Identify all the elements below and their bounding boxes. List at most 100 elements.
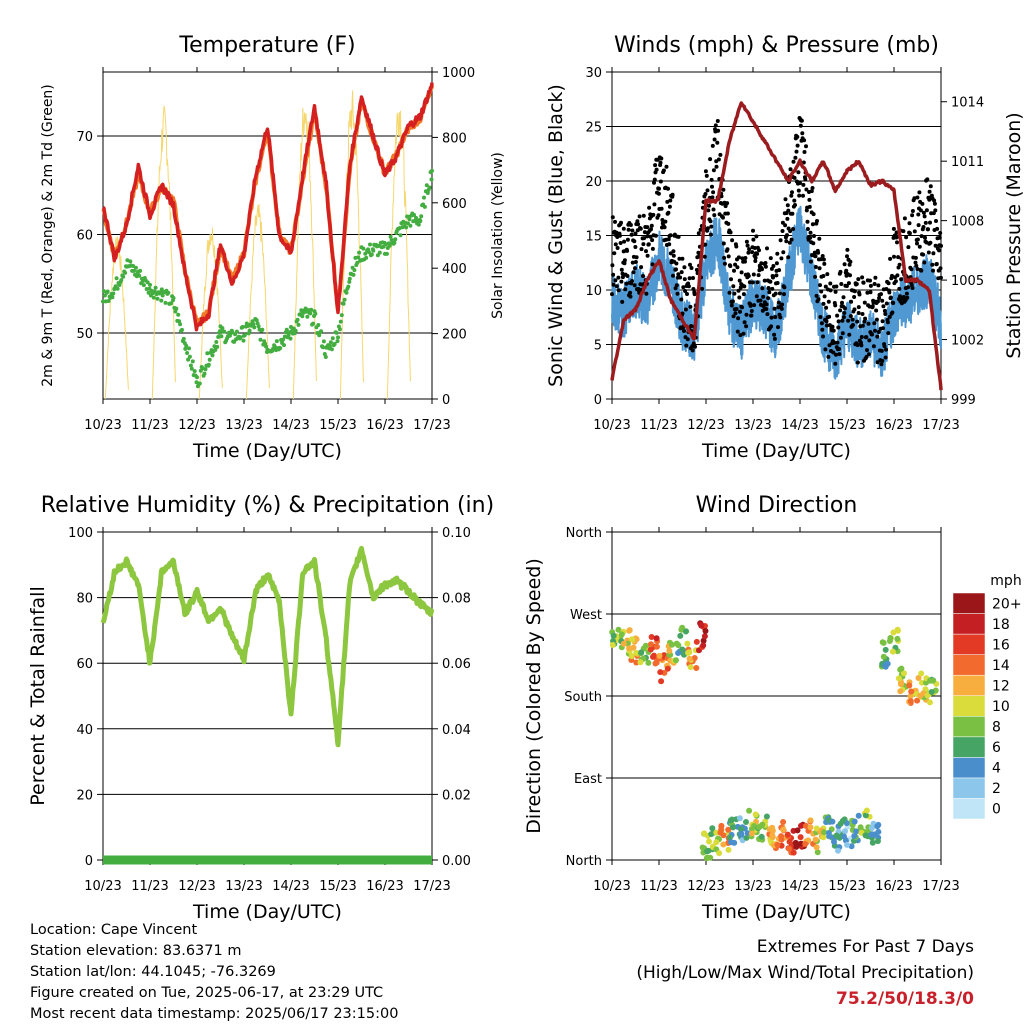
gust-point — [865, 290, 870, 295]
gust-point — [755, 280, 760, 285]
dewpoint-point — [176, 312, 181, 317]
direction-point — [743, 819, 749, 825]
gust-point — [696, 231, 701, 236]
gust-point — [752, 246, 757, 250]
direction-point — [637, 659, 644, 666]
gust-point — [924, 208, 929, 213]
gust-point — [921, 225, 926, 229]
dewpoint-point — [369, 252, 374, 257]
direction-point — [906, 682, 913, 689]
direction-point — [657, 669, 664, 676]
gust-point — [711, 207, 716, 212]
dewpoint-point — [377, 250, 382, 255]
direction-point — [848, 843, 855, 850]
direction-point — [886, 638, 893, 644]
gust-point — [851, 323, 855, 327]
direction-point — [666, 647, 673, 654]
gust-point — [657, 186, 661, 191]
dewpoint-point — [281, 337, 285, 342]
gust-point — [750, 250, 755, 255]
dewpoint-point — [171, 296, 176, 300]
gust-point — [823, 347, 828, 352]
dewpoint-point — [195, 375, 199, 380]
gust-point — [671, 249, 676, 254]
winds-ytick-label: 30 — [585, 66, 602, 81]
gust-point — [827, 314, 832, 319]
gust-point — [919, 234, 924, 239]
gust-point — [678, 275, 683, 280]
latlon-text: Station lat/lon: 44.1045; -76.3269 — [30, 964, 276, 980]
gust-point — [874, 308, 879, 313]
direction-point — [610, 632, 617, 639]
gust-point — [767, 290, 772, 295]
gust-point — [845, 254, 849, 259]
gust-point — [611, 282, 616, 287]
direction-point — [820, 834, 827, 841]
gust-point — [688, 304, 693, 309]
gust-point — [932, 201, 937, 206]
gust-point — [622, 258, 627, 263]
colorbar-label: 8 — [992, 720, 1001, 736]
winds-title: Winds (mph) & Pressure (mb) — [614, 33, 939, 58]
dewpoint-point — [416, 222, 421, 227]
winds-y2tick-label: 1005 — [951, 274, 984, 289]
gust-point — [860, 323, 865, 328]
gust-point — [730, 238, 735, 243]
dewpoint-point — [404, 225, 409, 230]
gust-point — [870, 304, 875, 309]
dewpoint-point — [213, 347, 218, 352]
gust-point — [791, 159, 796, 164]
direction-point — [918, 670, 925, 677]
gust-point — [635, 219, 640, 224]
gust-point — [795, 143, 800, 148]
direction-point — [647, 646, 654, 653]
temperature-xtick-label: 15/23 — [319, 418, 356, 433]
gust-point — [710, 143, 715, 148]
gust-point — [647, 205, 652, 210]
gust-point — [708, 232, 713, 237]
direction-point — [825, 830, 832, 836]
dewpoint-point — [356, 255, 361, 260]
gust-point — [883, 355, 888, 360]
dewpoint-point — [330, 336, 335, 341]
dewpoint-point — [295, 317, 300, 322]
gust-point — [876, 283, 881, 288]
direction-point — [716, 850, 723, 857]
direction-point — [821, 829, 828, 836]
gust-point — [782, 292, 786, 297]
gust-point — [708, 157, 713, 162]
gust-point — [760, 267, 764, 272]
gust-point — [777, 268, 782, 273]
direction-point — [794, 827, 801, 834]
gust-point — [915, 237, 920, 242]
gust-point — [752, 303, 757, 308]
gust-point — [852, 307, 857, 312]
gust-point — [709, 177, 714, 182]
gust-point — [687, 276, 692, 281]
direction-point — [814, 849, 821, 856]
gust-point — [616, 275, 621, 280]
gust-point — [641, 274, 645, 278]
gust-point — [610, 292, 614, 297]
gust-point — [735, 329, 740, 334]
gust-point — [840, 331, 845, 336]
gust-point — [848, 273, 852, 278]
dewpoint-point — [252, 325, 257, 330]
gust-point — [863, 316, 868, 321]
gust-point — [808, 259, 813, 264]
colorbar-label: 12 — [992, 678, 1010, 694]
direction-point — [664, 665, 671, 672]
direction-title: Wind Direction — [696, 493, 858, 518]
gust-point — [888, 256, 893, 261]
gust-point — [925, 177, 930, 182]
gust-point — [691, 287, 696, 291]
direction-point — [807, 824, 814, 831]
gust-point — [877, 296, 882, 300]
dewpoint-point — [101, 299, 105, 304]
direction-point — [890, 629, 897, 636]
direction-point — [774, 841, 781, 848]
gust-point — [833, 289, 838, 294]
gust-point — [630, 228, 635, 233]
gust-point — [744, 239, 749, 244]
dewpoint-point — [419, 214, 424, 219]
